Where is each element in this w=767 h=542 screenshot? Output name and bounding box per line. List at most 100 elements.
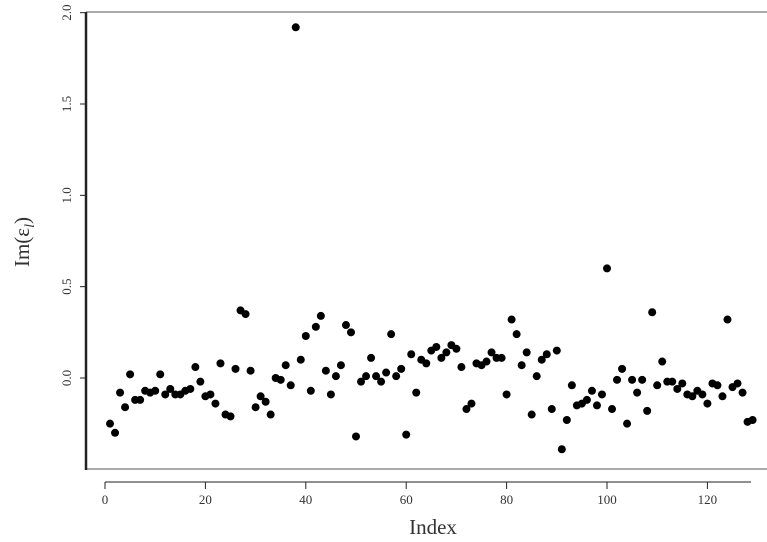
data-point: [336, 361, 345, 370]
data-point: [387, 330, 396, 339]
data-point: [231, 364, 240, 373]
data-point: [362, 372, 371, 381]
data-point: [211, 399, 220, 408]
data-point: [678, 379, 687, 388]
data-point: [352, 432, 360, 441]
data-point: [196, 377, 205, 386]
data-point: [512, 330, 521, 339]
data-point: [296, 355, 305, 364]
data-point: [552, 346, 561, 355]
data-point: [633, 388, 642, 397]
y-axis-title: Im(εl): [10, 217, 38, 267]
data-point: [346, 328, 355, 337]
x-tick-label: 60: [400, 492, 413, 507]
data-point: [542, 350, 551, 359]
data-point: [357, 377, 366, 386]
data-point: [688, 392, 697, 401]
data-point: [638, 375, 647, 384]
data-point: [256, 392, 265, 401]
data-point: [673, 384, 682, 393]
data-point: [437, 353, 446, 362]
data-point: [703, 399, 712, 408]
data-point: [261, 397, 270, 406]
data-point: [527, 410, 536, 419]
data-point: [382, 368, 391, 377]
data-point: [603, 264, 611, 273]
data-point: [407, 350, 416, 359]
data-point: [587, 386, 596, 395]
data-point: [557, 445, 566, 454]
data-point: [216, 359, 225, 368]
data-point: [402, 430, 411, 439]
data-point: [126, 370, 135, 379]
data-point: [582, 395, 591, 404]
data-point: [331, 372, 340, 381]
y-tick-label: 1.5: [59, 96, 74, 112]
data-point: [467, 399, 476, 408]
y-axis-ticks: 0.0 0.5 1.0 1.5 2.0: [59, 5, 86, 386]
data-point: [161, 390, 170, 399]
data-point: [608, 405, 617, 414]
data-point: [623, 419, 632, 428]
y-axis-title-main: Im(ε: [10, 228, 34, 267]
data-point: [241, 310, 250, 319]
data-point: [121, 403, 130, 412]
data-point: [367, 353, 376, 362]
y-axis-title-close: ): [10, 217, 34, 224]
data-point: [442, 348, 451, 357]
data-point: [648, 308, 657, 317]
data-point: [116, 388, 125, 397]
data-point: [206, 390, 215, 399]
data-point: [341, 321, 350, 330]
data-point: [326, 390, 335, 399]
data-point: [668, 377, 677, 386]
data-point: [628, 375, 637, 384]
x-tick-label: 100: [597, 492, 617, 507]
data-point: [462, 405, 471, 414]
x-tick-label: 80: [500, 492, 513, 507]
x-tick-label: 0: [102, 492, 109, 507]
data-point: [452, 344, 461, 353]
data-point: [422, 359, 431, 368]
data-point: [106, 419, 115, 428]
y-axis-title-subscript: l: [23, 224, 38, 228]
data-point: [276, 375, 285, 384]
data-point: [482, 357, 491, 366]
data-point: [597, 390, 606, 399]
data-points: [106, 23, 757, 454]
data-point: [562, 416, 571, 425]
data-point: [497, 353, 506, 362]
data-point: [412, 388, 421, 397]
data-point: [291, 23, 300, 32]
data-point: [713, 381, 722, 390]
data-point: [377, 377, 386, 386]
data-point: [457, 363, 466, 372]
data-point: [748, 416, 757, 425]
data-point: [502, 390, 511, 399]
data-point: [311, 322, 320, 331]
data-point: [738, 388, 747, 397]
data-point: [111, 428, 120, 437]
data-point: [306, 386, 315, 395]
data-point: [372, 372, 381, 381]
data-point: [618, 364, 627, 373]
data-point: [733, 379, 742, 388]
data-point: [643, 406, 652, 415]
data-point: [547, 405, 556, 414]
data-point: [266, 410, 275, 419]
x-axis-title: Index: [409, 515, 457, 539]
data-point: [301, 331, 310, 340]
data-point: [658, 357, 667, 366]
data-point: [567, 381, 576, 390]
data-point: [251, 403, 260, 412]
data-point: [517, 361, 526, 370]
data-point: [316, 311, 325, 320]
data-point: [166, 384, 175, 393]
data-point: [522, 348, 531, 357]
data-point: [321, 366, 330, 375]
data-point: [156, 370, 165, 379]
data-point: [698, 390, 707, 399]
data-point: [532, 372, 541, 381]
data-point: [186, 384, 195, 393]
